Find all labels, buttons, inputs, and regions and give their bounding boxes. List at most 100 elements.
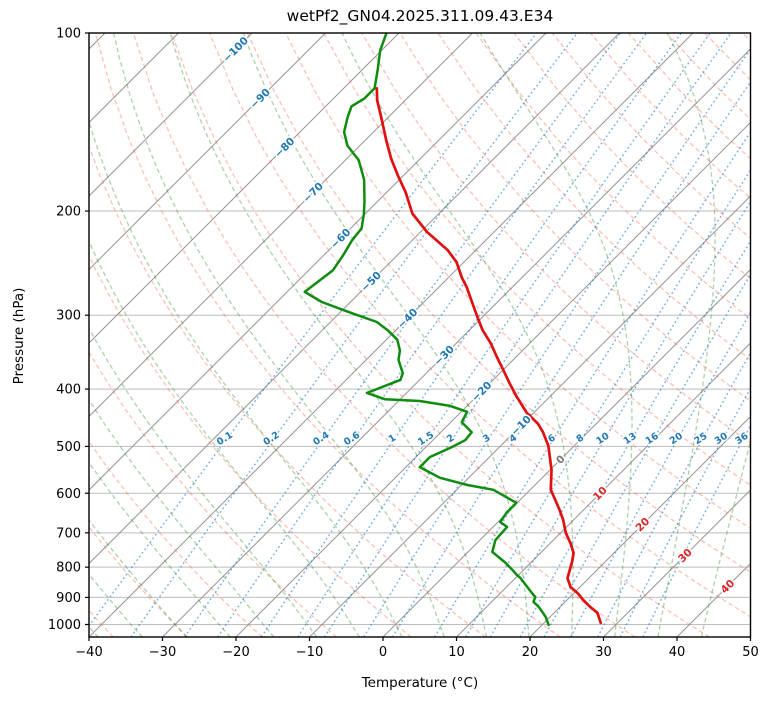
isotherm-line: [0, 33, 32, 637]
mixing-ratio-line: [433, 130, 751, 637]
moist-adiabat-line: [89, 398, 275, 637]
moist-adiabat-line: [479, 33, 633, 637]
mixing-ratio-label: 10: [594, 430, 611, 447]
temperature-profile-line: [375, 86, 603, 625]
y-tick-label: 500: [56, 440, 81, 455]
mixing-ratio-label: 1: [387, 432, 399, 445]
moist-adiabat-line: [89, 573, 143, 637]
mixing-ratio-label: 36: [733, 430, 750, 447]
isotherm-label: −20: [469, 379, 494, 404]
y-tick-label: 300: [56, 309, 81, 324]
dry-adiabat-line: [89, 254, 412, 637]
isotherm-line: [529, 415, 751, 637]
isotherm-line: [89, 33, 326, 271]
x-tick-label: 20: [522, 645, 539, 660]
isotherm-line: [89, 33, 400, 344]
mixing-ratio-line: [570, 311, 751, 637]
y-tick-label: 600: [56, 487, 81, 502]
isotherm-line: [162, 48, 751, 637]
moist-adiabat-line: [341, 33, 574, 637]
dry-adiabat-line: [94, 33, 561, 637]
mixing-ratio-line: [642, 424, 751, 637]
dry-adiabat-line: [89, 609, 114, 637]
isotherm-label: −80: [272, 135, 297, 160]
mixing-ratio-line: [297, 33, 711, 637]
y-tick-label: 400: [56, 383, 81, 398]
mixing-ratio-label: 0.6: [342, 429, 362, 448]
dry-adiabat-line: [89, 144, 487, 637]
isotherm-label: −90: [248, 86, 273, 111]
x-tick-label: −30: [149, 645, 176, 660]
moist-adiabat-line: [89, 119, 403, 637]
mixing-ratio-line: [543, 273, 751, 637]
mixing-ratio-line: [260, 33, 682, 637]
plot-frame: [88, 32, 752, 638]
y-tick-label: 1000: [48, 618, 81, 633]
dry-adiabat-line: [742, 33, 751, 42]
y-tick-label: 200: [56, 205, 81, 220]
x-tick-label: −10: [296, 645, 323, 660]
mixing-ratio-label: 20: [668, 430, 685, 447]
mixing-ratio-line: [184, 33, 621, 637]
isotherm-line: [456, 342, 751, 637]
isotherm-label: −100: [221, 35, 251, 65]
dry-adiabat-line: [361, 33, 751, 444]
isotherm-line: [235, 121, 751, 637]
axes: −40 −30 −20 −10 0 10 20 30 40 5010020030040050060…: [48, 27, 759, 661]
isotherm-label: −40: [395, 306, 420, 331]
mixing-ratio-label: 1.5: [416, 430, 436, 448]
moist-adiabat-line: [89, 326, 318, 637]
dry-adiabat-line: [132, 33, 636, 637]
dry-adiabat-line: [89, 350, 338, 637]
mixing-ratio-label: 2: [445, 432, 457, 445]
mixing-ratio-line: [391, 80, 751, 637]
dry-adiabat-line: [665, 33, 751, 121]
x-axis-label: Temperature (°C): [361, 675, 479, 691]
mixing-ratio-label: 30: [713, 430, 730, 447]
x-tick-label: −40: [75, 645, 102, 660]
mixing-ratio-line: [323, 33, 732, 637]
moist-adiabat-line: [89, 518, 188, 637]
isotherm-line: [382, 268, 751, 637]
isotherm-line: [676, 562, 751, 637]
mixing-ratio-line: [363, 47, 751, 637]
isotherm-line: [89, 33, 473, 418]
mixing-ratio-label: 25: [692, 431, 709, 447]
moist-adiabat-line: [112, 33, 445, 637]
y-tick-label: 800: [56, 561, 81, 576]
background-lines: [0, 33, 751, 637]
y-tick-label: 900: [56, 591, 81, 606]
moist-adiabat-line: [169, 33, 488, 637]
mixing-ratio-line: [489, 200, 751, 637]
dry-adiabat-line: [513, 33, 751, 280]
x-tick-label: 30: [595, 645, 612, 660]
dry-adiabat-line: [170, 33, 710, 637]
mixing-ratio-label: 13: [622, 431, 639, 447]
y-tick-label: 700: [56, 526, 81, 541]
mixing-ratio-label: 0.1: [215, 430, 235, 448]
x-tick-label: −20: [222, 645, 249, 660]
moist-adiabat-line: [242, 33, 530, 637]
mixing-ratio-line: [217, 33, 648, 637]
dry-adiabat-line: [247, 33, 751, 573]
dry-adiabat-line: [437, 33, 751, 361]
dry-adiabat-line: [475, 33, 751, 320]
y-tick-label: 100: [56, 27, 81, 42]
x-tick-label: 10: [448, 645, 465, 660]
dry-adiabat-line: [208, 33, 751, 618]
mixing-ratio-line: [130, 33, 578, 637]
dry-adiabat-line: [89, 526, 189, 637]
dry-adiabat-line: [285, 33, 751, 530]
mixing-ratio-label: 16: [644, 430, 661, 447]
x-tick-label: 0: [379, 645, 387, 660]
x-tick-label: 40: [669, 645, 686, 660]
moist-adiabat-line: [89, 461, 231, 637]
dry-adiabat-line: [551, 33, 751, 240]
dry-adiabat-line: [589, 33, 751, 200]
moist-adiabat-line: [700, 438, 751, 637]
isotherm-label: 10: [591, 484, 610, 503]
chart-title: wetPf2_GN04.2025.311.09.43.E34: [286, 7, 554, 25]
dry-adiabat-line: [323, 33, 751, 487]
